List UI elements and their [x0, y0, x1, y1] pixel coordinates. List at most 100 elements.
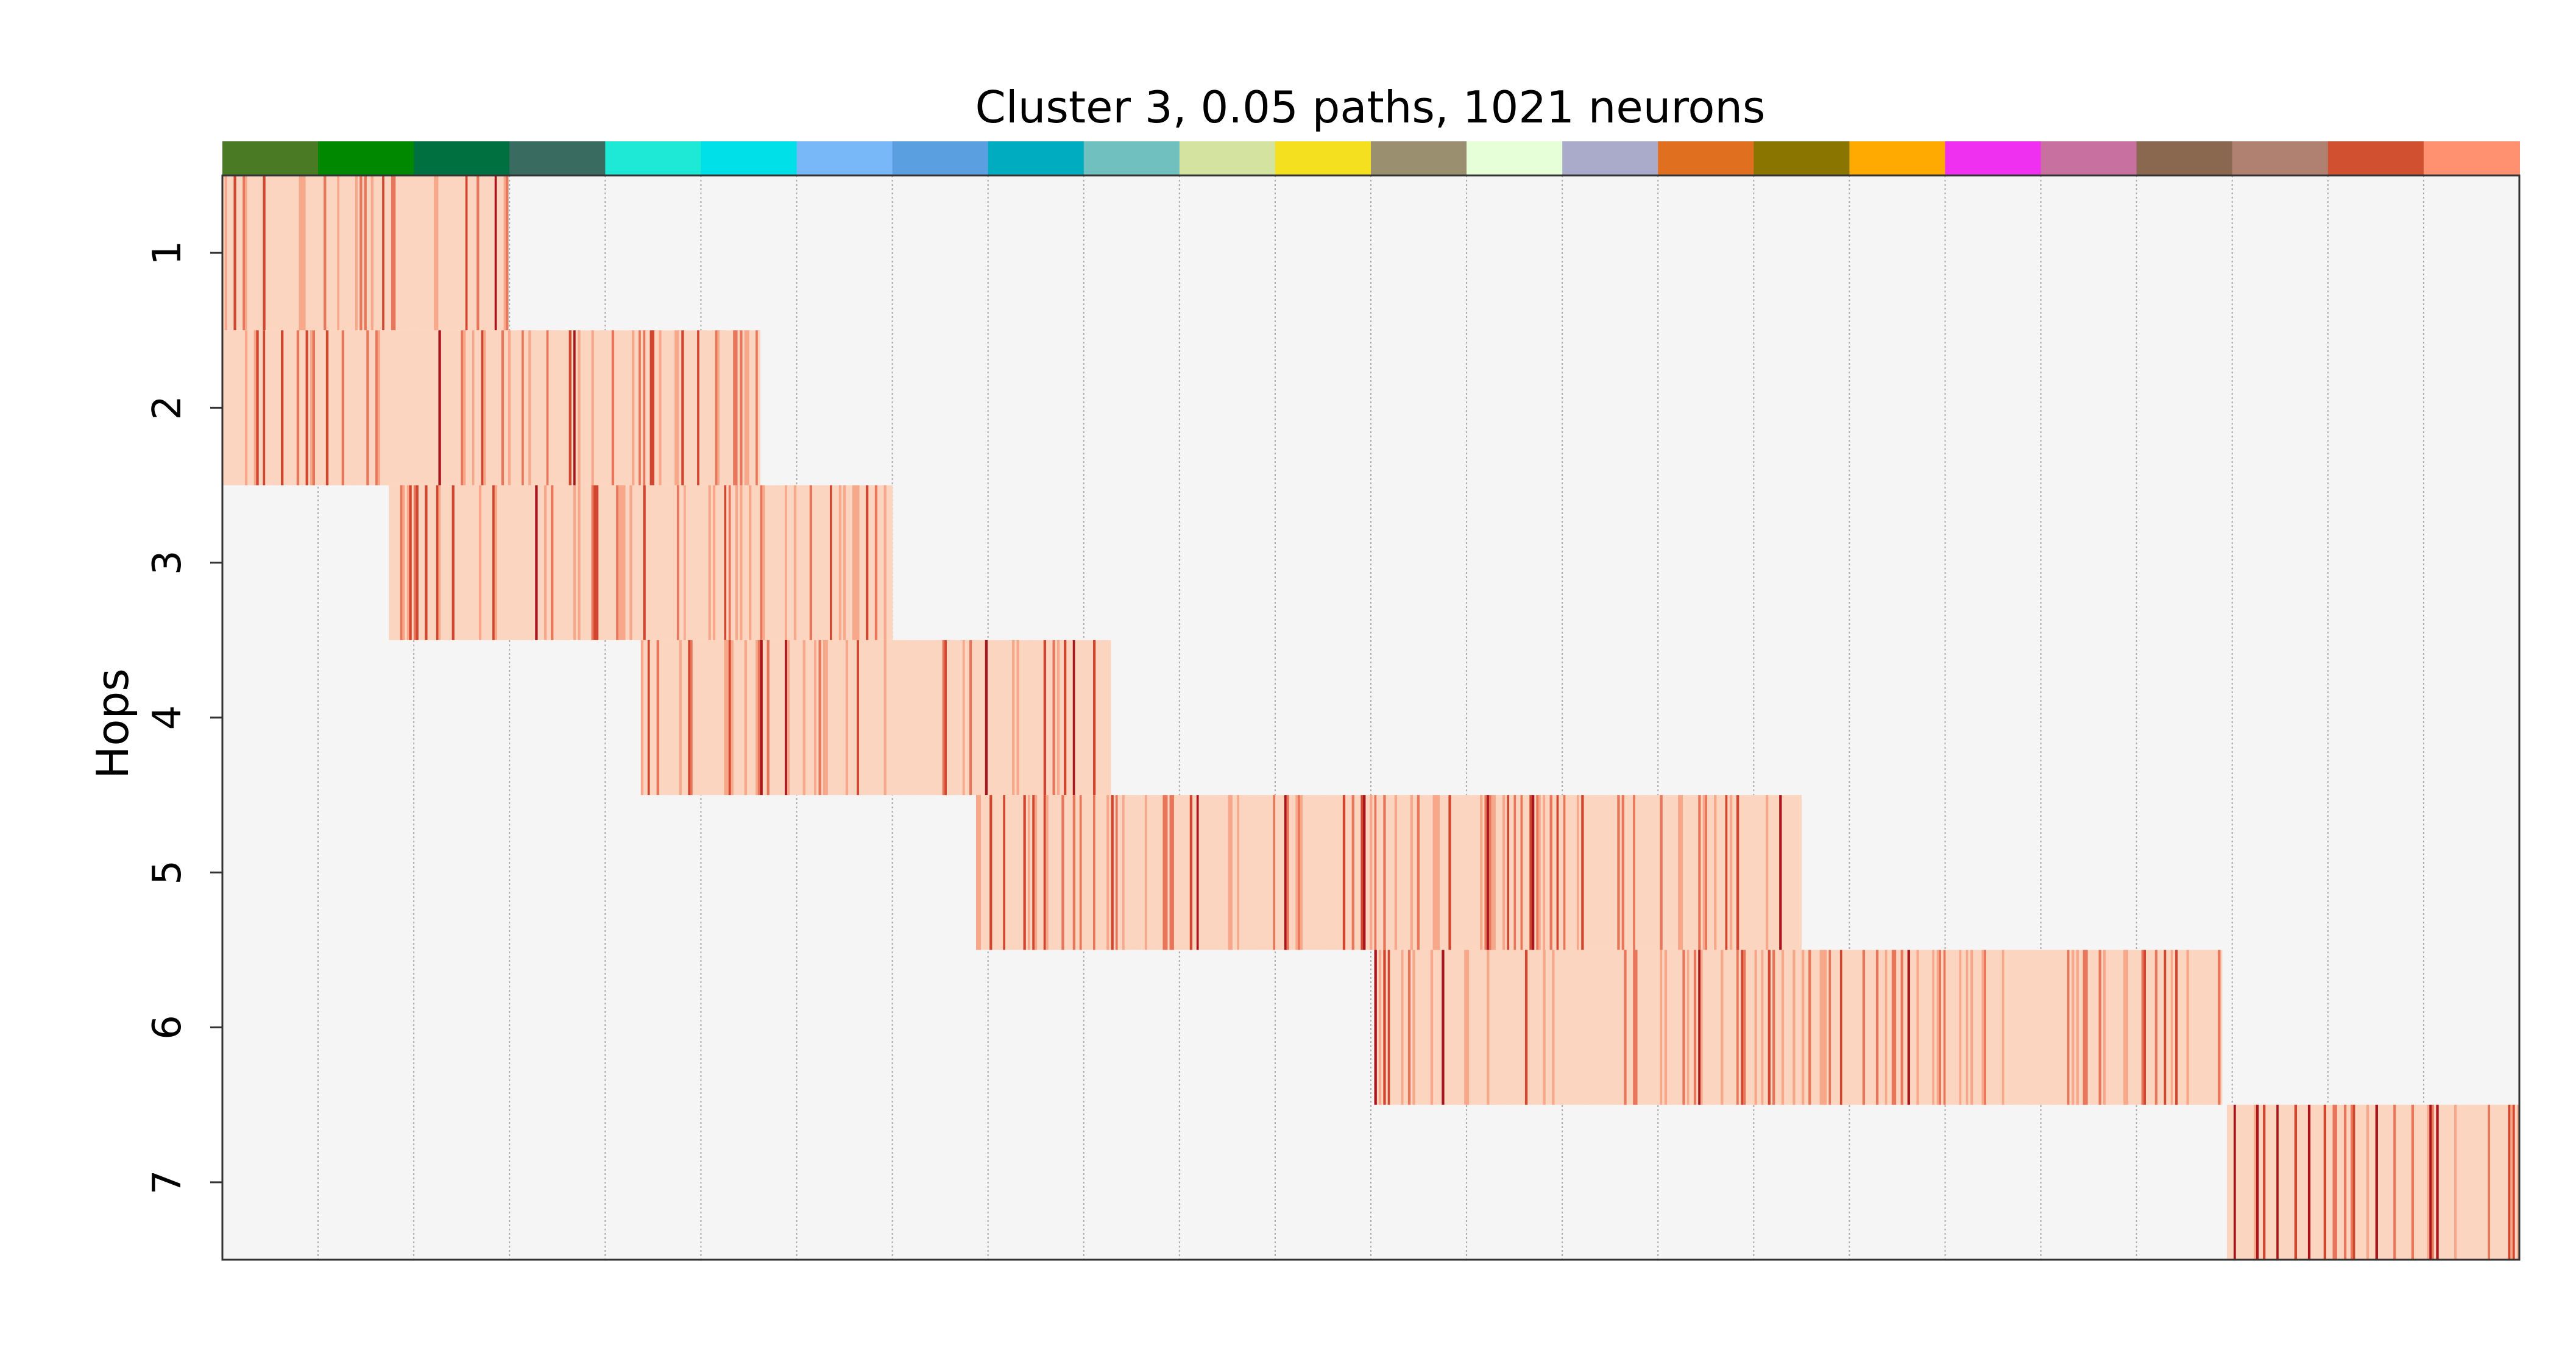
heatmap-cell: [2199, 950, 2203, 1105]
heatmap-cell: [402, 485, 405, 640]
heatmap-cell: [2195, 950, 2198, 1105]
heatmap-cell: [897, 640, 901, 796]
heatmap-cell: [872, 485, 876, 640]
heatmap-cell: [1495, 795, 1499, 950]
heatmap-cell: [2422, 1104, 2426, 1260]
heatmap-cell: [364, 175, 367, 331]
heatmap-cell: [1493, 950, 1496, 1105]
heatmap-cell: [720, 330, 723, 485]
heatmap-cell: [2366, 1104, 2369, 1260]
heatmap-cell: [1043, 640, 1047, 796]
heatmap-cell: [1824, 950, 1827, 1105]
heatmap-cell: [355, 175, 358, 331]
heatmap-cell: [2060, 950, 2064, 1105]
heatmap-cell: [2276, 1104, 2279, 1260]
heatmap-cell: [1442, 950, 1445, 1105]
heatmap-cell: [1761, 950, 1764, 1105]
heatmap-cell: [1516, 795, 1519, 950]
group-bar-segment: [1179, 141, 1276, 175]
heatmap-cell: [478, 330, 482, 485]
heatmap-cell: [760, 640, 763, 796]
heatmap-cell: [2072, 950, 2075, 1105]
heatmap-cell: [244, 330, 248, 485]
heatmap-cell: [2143, 950, 2146, 1105]
heatmap-cell: [757, 330, 761, 485]
heatmap-cell: [1671, 795, 1674, 950]
group-bar-segment: [605, 141, 702, 175]
heatmap-cell: [1727, 795, 1730, 950]
heatmap-cell: [2134, 950, 2137, 1105]
heatmap-cell: [2213, 950, 2217, 1105]
heatmap-cell: [359, 175, 363, 331]
heatmap-cell: [593, 485, 596, 640]
y-tick-label: 5: [145, 860, 190, 885]
heatmap-cell: [1446, 950, 1449, 1105]
heatmap-cell: [1032, 795, 1035, 950]
heatmap-cell: [652, 640, 655, 796]
heatmap-cell: [515, 330, 518, 485]
heatmap-cell: [1273, 795, 1276, 950]
heatmap-cell: [755, 640, 759, 796]
heatmap-cell: [353, 330, 356, 485]
heatmap-cell: [506, 330, 509, 485]
heatmap-cell: [1455, 950, 1458, 1105]
heatmap-cell: [1383, 795, 1386, 950]
heatmap-cell: [1588, 795, 1591, 950]
heatmap-cell: [1941, 950, 1944, 1105]
heatmap-cell: [1039, 640, 1042, 796]
heatmap-cell: [1102, 795, 1105, 950]
heatmap-cell: [551, 330, 554, 485]
heatmap-cell: [2125, 950, 2129, 1105]
heatmap-cell: [1030, 795, 1033, 950]
heatmap-cell: [1532, 795, 1535, 950]
heatmap-cell: [1671, 950, 1674, 1105]
heatmap-cell: [2411, 1104, 2415, 1260]
heatmap-cell: [778, 485, 781, 640]
heatmap-cell: [2278, 1104, 2282, 1260]
heatmap-cell: [1513, 795, 1516, 950]
heatmap-cell: [1221, 795, 1224, 950]
heatmap-cell: [2514, 1104, 2518, 1260]
heatmap-cell: [348, 175, 352, 331]
heatmap-cell: [1698, 950, 1701, 1105]
heatmap-cell: [699, 640, 702, 796]
group-bar-segment: [1371, 141, 1468, 175]
group-bar-segment: [318, 141, 415, 175]
group-bar-segment: [1849, 141, 1946, 175]
heatmap-cell: [2463, 1104, 2466, 1260]
heatmap-cell: [1887, 950, 1890, 1105]
group-color-bar: [222, 141, 2520, 175]
heatmap-cell: [364, 330, 367, 485]
heatmap-cell: [573, 485, 576, 640]
group-bar-segment: [892, 141, 989, 175]
heatmap-cell: [2332, 1104, 2335, 1260]
heatmap-cell: [314, 175, 317, 331]
heatmap-cell: [1968, 950, 1971, 1105]
heatmap-cell: [753, 330, 756, 485]
heatmap-cell: [1079, 640, 1083, 796]
heatmap-cell: [733, 330, 736, 485]
heatmap-cell: [989, 795, 993, 950]
heatmap-cell: [649, 330, 653, 485]
group-bar-segment: [414, 141, 511, 175]
heatmap-cell: [2247, 1104, 2250, 1260]
heatmap-cell: [447, 485, 450, 640]
heatmap-cell: [1660, 950, 1663, 1105]
heatmap-cell: [1959, 950, 1962, 1105]
heatmap-cell: [285, 175, 288, 331]
heatmap-cell: [2008, 950, 2012, 1105]
heatmap-cell: [603, 330, 606, 485]
heatmap-cell: [724, 640, 727, 796]
heatmap-cell: [1565, 795, 1568, 950]
heatmap-cell: [1786, 795, 1789, 950]
heatmap-cell: [267, 330, 271, 485]
heatmap-cell: [1081, 795, 1085, 950]
heatmap-cell: [640, 640, 644, 796]
heatmap-cell: [456, 485, 459, 640]
heatmap-cell: [2465, 1104, 2468, 1260]
heatmap-cell: [818, 640, 821, 796]
heatmap-cell: [760, 485, 763, 640]
group-bar-segment: [701, 141, 798, 175]
heatmap-cell: [566, 330, 570, 485]
